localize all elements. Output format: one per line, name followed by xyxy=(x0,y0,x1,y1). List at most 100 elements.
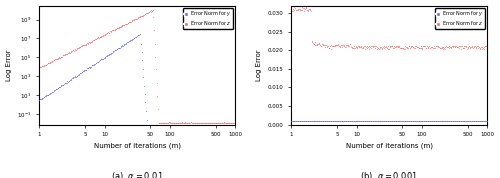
Point xyxy=(226,122,234,125)
Point xyxy=(358,46,366,49)
Point xyxy=(219,122,227,124)
Point xyxy=(480,119,488,122)
Point xyxy=(141,13,149,15)
Point xyxy=(408,119,416,122)
Point xyxy=(434,45,442,48)
Point xyxy=(174,125,182,128)
Point xyxy=(358,47,366,49)
Point xyxy=(308,40,316,43)
Point xyxy=(222,126,230,129)
Point xyxy=(162,125,170,128)
Point xyxy=(124,22,132,24)
Point xyxy=(84,42,92,44)
Point xyxy=(298,6,306,9)
Point xyxy=(454,45,462,48)
Point xyxy=(350,119,358,122)
Point xyxy=(368,44,376,47)
Point xyxy=(311,44,319,46)
Point xyxy=(456,119,464,122)
Point xyxy=(476,119,484,122)
Point xyxy=(150,28,158,31)
Point xyxy=(168,122,175,125)
Point xyxy=(221,125,229,128)
Point xyxy=(452,119,460,122)
Point xyxy=(304,119,312,122)
Point xyxy=(54,57,62,60)
Point xyxy=(458,45,466,48)
Point xyxy=(194,121,202,124)
Point xyxy=(152,125,160,128)
Point xyxy=(351,119,359,122)
Point xyxy=(336,45,344,48)
Point xyxy=(56,56,64,59)
Point xyxy=(59,83,67,86)
Point xyxy=(402,119,409,122)
Point xyxy=(372,120,380,122)
Point xyxy=(66,78,74,81)
Point xyxy=(349,120,357,122)
Point xyxy=(326,119,334,122)
Point xyxy=(140,84,148,87)
Point xyxy=(58,83,66,86)
Point xyxy=(115,26,123,29)
Point xyxy=(468,46,475,49)
Point xyxy=(58,84,66,87)
Point xyxy=(450,45,458,48)
X-axis label: Number of iterations (m): Number of iterations (m) xyxy=(94,143,181,149)
Point xyxy=(113,27,121,29)
Point xyxy=(388,120,396,122)
Point xyxy=(230,122,238,125)
Point xyxy=(41,95,49,98)
Point xyxy=(110,49,118,52)
Point xyxy=(328,45,336,48)
Point xyxy=(336,119,344,122)
Point xyxy=(320,44,328,46)
Point xyxy=(340,44,347,47)
Point xyxy=(48,60,56,63)
Text: (a)  $\alpha = 0.01$: (a) $\alpha = 0.01$ xyxy=(111,170,164,178)
Point xyxy=(468,120,475,122)
Point xyxy=(316,45,324,48)
Point xyxy=(476,47,484,50)
Point xyxy=(152,125,160,128)
Point xyxy=(80,44,88,47)
Point xyxy=(183,122,191,124)
Point xyxy=(130,18,138,21)
Point xyxy=(62,81,70,84)
Point xyxy=(42,63,50,66)
Point xyxy=(366,47,374,50)
Point xyxy=(396,45,404,48)
Point xyxy=(456,45,464,48)
Point xyxy=(56,85,64,88)
Point xyxy=(366,119,374,122)
Point xyxy=(356,119,364,122)
Point xyxy=(318,119,326,122)
Point xyxy=(141,92,149,95)
Point xyxy=(296,8,304,11)
Point xyxy=(397,119,405,122)
Point xyxy=(201,125,209,128)
Point xyxy=(108,51,116,54)
Legend: Error Norm for $y$, Error Norm for $z$: Error Norm for $y$, Error Norm for $z$ xyxy=(435,8,485,29)
Point xyxy=(331,44,339,47)
Point xyxy=(456,119,464,122)
Point xyxy=(406,119,414,122)
Point xyxy=(35,99,43,102)
Point xyxy=(318,119,326,122)
Point xyxy=(186,121,194,124)
Point xyxy=(312,119,320,122)
Point xyxy=(482,44,490,47)
Point xyxy=(159,125,167,128)
Point xyxy=(121,43,129,46)
Point xyxy=(462,45,470,48)
Point xyxy=(292,9,300,11)
Point xyxy=(38,97,46,100)
Point xyxy=(371,119,379,122)
Point xyxy=(158,125,166,128)
Point xyxy=(62,53,70,56)
Point xyxy=(155,121,163,124)
Point xyxy=(84,66,92,69)
Point xyxy=(230,125,238,128)
Point xyxy=(430,46,438,49)
Point xyxy=(290,119,298,122)
